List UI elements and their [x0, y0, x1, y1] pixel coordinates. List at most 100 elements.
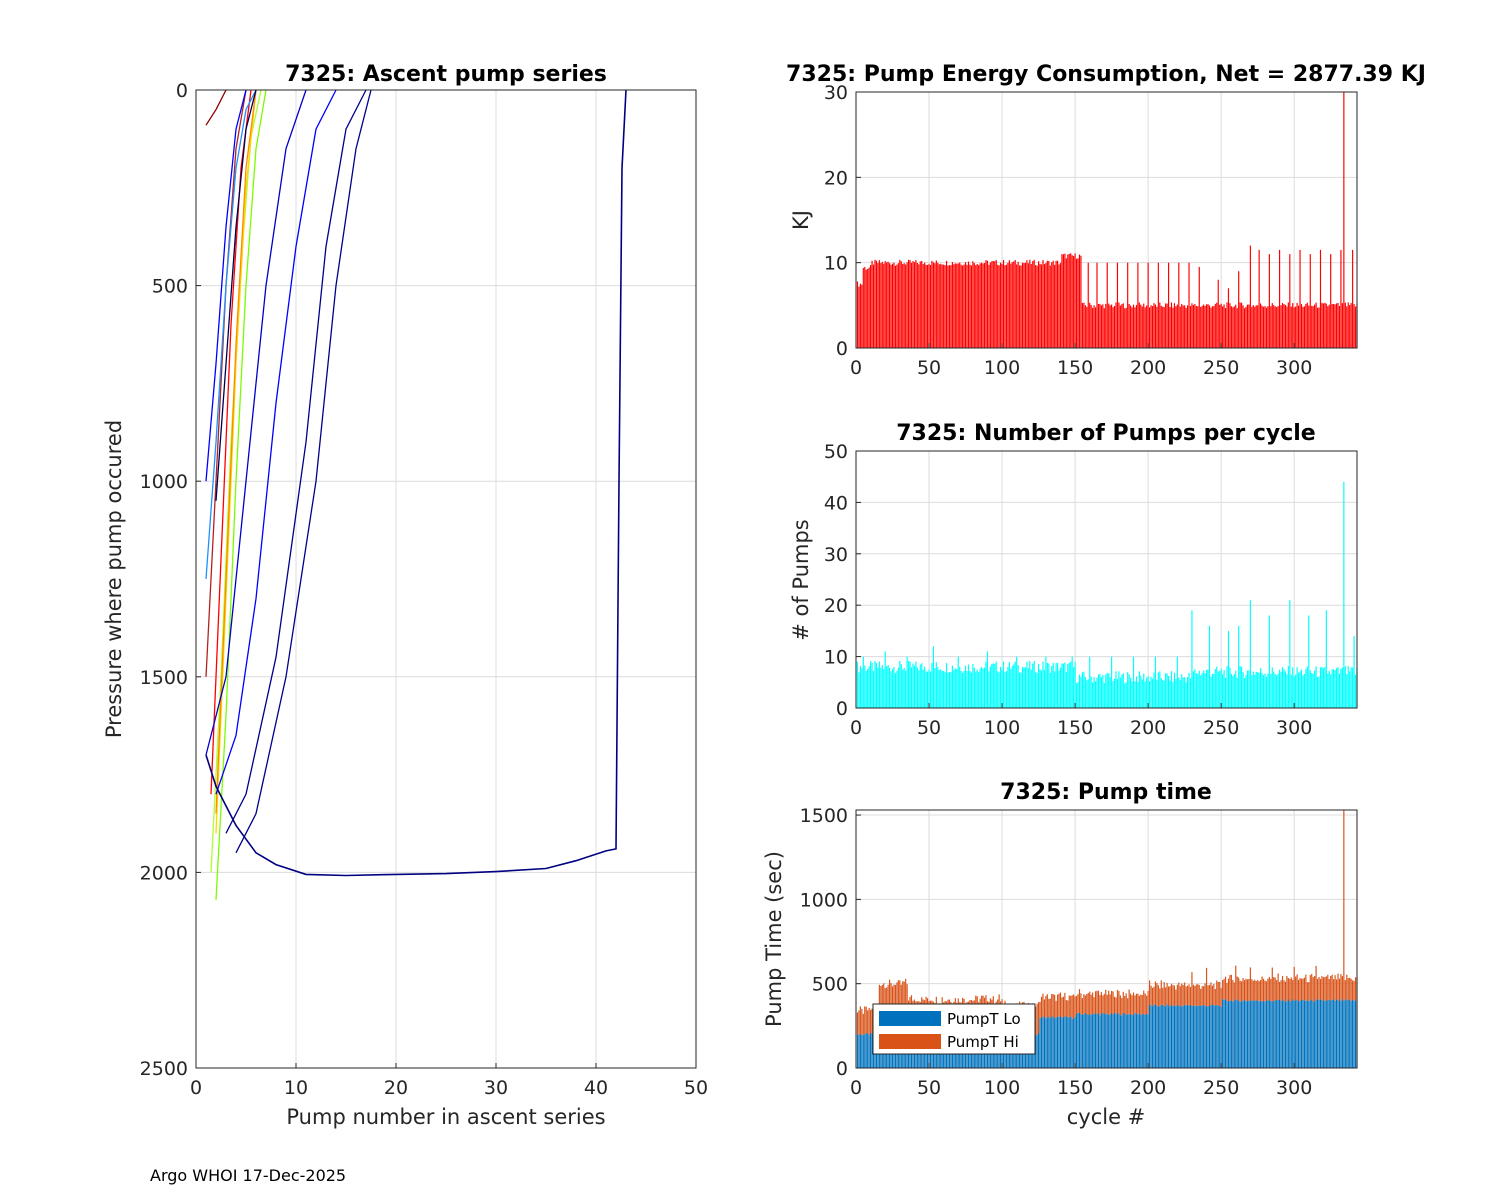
- pumps-bar: [1149, 681, 1151, 708]
- pumptime-hi-bar: [1131, 995, 1133, 1014]
- energy-bar: [1223, 304, 1225, 348]
- pumps-bar: [1293, 676, 1295, 708]
- pumptime-hi-bar: [1306, 982, 1308, 1001]
- energy-bar: [1017, 261, 1019, 348]
- pumptime-lo-bar: [1344, 1000, 1346, 1068]
- pumps-bar: [865, 671, 867, 708]
- pumptime-lo-bar: [1335, 999, 1338, 1068]
- pumptime-hi-bar: [1115, 997, 1117, 1015]
- pumptime-lo-bar: [1156, 1005, 1158, 1068]
- pumptime-lo-bar: [1146, 1013, 1148, 1068]
- pumps-bar: [1286, 674, 1288, 708]
- energy-bar: [1300, 304, 1303, 348]
- pumptime-lo-bar: [1166, 1004, 1168, 1068]
- pumptime-hi-bar: [1353, 980, 1355, 1001]
- pumps-bar: [874, 660, 876, 708]
- pumptime-lo-bar: [861, 1035, 863, 1068]
- pumps-bar: [868, 666, 870, 708]
- pumps-bar: [1153, 672, 1155, 708]
- pumps-bar: [991, 663, 993, 708]
- energy-bar: [979, 263, 981, 348]
- energy-bar: [1274, 306, 1276, 348]
- pumps-bar: [861, 668, 863, 708]
- pumps-bar: [1178, 677, 1180, 708]
- pumptime-hi-bar: [1251, 979, 1253, 1001]
- footer-stamp: Argo WHOI 17-Dec-2025: [150, 1166, 347, 1185]
- pumptime-hi-bar: [1080, 993, 1082, 1014]
- pumps-bar: [1347, 666, 1349, 708]
- pumptime-hi-bar: [1344, 980, 1346, 1001]
- energy-bar: [988, 264, 990, 348]
- pumps-bar: [1279, 669, 1281, 708]
- pumptime-lo-bar: [1144, 1014, 1146, 1068]
- pumptime-hi-bar: [1246, 979, 1249, 1002]
- pumps-bar: [1061, 663, 1063, 708]
- energy-bar: [1102, 304, 1104, 348]
- energy-bar: [945, 260, 948, 348]
- energy-bar: [931, 260, 933, 348]
- pumptime-hi-bar: [1049, 998, 1051, 1019]
- pumptime-lo-bar: [1315, 999, 1317, 1068]
- pumptime-hi-bar: [1257, 980, 1259, 1001]
- energy-bar: [862, 268, 864, 348]
- pumps-bar: [884, 651, 886, 708]
- pumptime-lo-bar: [1170, 1005, 1173, 1068]
- pumps-bar: [1040, 670, 1043, 708]
- pumps-bar: [1138, 671, 1140, 708]
- pumptime-hi-bar: [1186, 985, 1189, 1005]
- pumptime-lo-bar: [1140, 1014, 1142, 1068]
- energy-bar: [1086, 306, 1088, 348]
- pumps-bar: [886, 666, 888, 708]
- pumptime-lo-bar: [1226, 1000, 1228, 1068]
- energy-bar: [982, 263, 984, 348]
- pumps-bar: [1211, 673, 1213, 708]
- pumptime-hi-bar: [1065, 1000, 1067, 1017]
- pumps-bar: [1224, 677, 1227, 708]
- pumps-bar: [937, 667, 939, 708]
- pumptime-hi-bar: [1210, 982, 1212, 1005]
- energy-bar: [1005, 264, 1008, 348]
- pumptime-lo-bar: [1340, 999, 1342, 1068]
- energy-bar: [1279, 249, 1281, 348]
- pumps-ytick-label: 30: [824, 544, 848, 566]
- pumps-bar: [1111, 656, 1113, 708]
- energy-bar: [926, 264, 929, 348]
- energy-bar: [1020, 265, 1022, 348]
- energy-bar: [1131, 307, 1133, 348]
- pumptime-lo-bar: [1286, 1001, 1288, 1068]
- pumptime-hi-bar: [1286, 975, 1288, 1002]
- ascent-series-line: [215, 89, 257, 814]
- pumptime-hi-bar: [1270, 978, 1272, 1001]
- pumptime-lo-bar: [1188, 1005, 1190, 1068]
- pumptime-hi-bar: [1175, 989, 1177, 1007]
- pumps-bar: [1179, 679, 1181, 708]
- energy-bar: [1007, 262, 1009, 348]
- pumps-bar: [1068, 662, 1070, 708]
- energy-bar: [1087, 262, 1089, 348]
- pumps-bar: [1341, 667, 1343, 708]
- pumptime-hi-bar: [867, 1010, 869, 1034]
- pumptime-lo-bar: [1338, 1001, 1341, 1068]
- energy-bar: [1128, 304, 1130, 348]
- pumptime-lo-bar: [1290, 1001, 1292, 1068]
- pumptime-lo-bar: [1167, 1006, 1170, 1068]
- pumptime-lo-bar: [1112, 1014, 1114, 1068]
- energy-bar: [1151, 306, 1154, 348]
- pumps-bar: [1112, 681, 1114, 708]
- pumptime-lo-bar: [1353, 1000, 1355, 1068]
- energy-bar: [1163, 307, 1165, 348]
- pumptime-hi-bar: [1308, 982, 1310, 1001]
- ascent-series-line: [205, 89, 247, 482]
- energy-bar: [1297, 305, 1300, 348]
- pumptime-lo-bar: [1308, 1000, 1310, 1068]
- pumps-bar: [1353, 636, 1355, 708]
- pumptime-hi-bar: [1176, 984, 1178, 1005]
- pumptime-lo-bar: [1073, 1018, 1075, 1068]
- energy-bar: [1048, 261, 1050, 348]
- pumptime-lo-bar: [1093, 1013, 1095, 1068]
- energy-bar: [1116, 262, 1119, 348]
- energy-bar: [1103, 308, 1105, 348]
- energy-bar: [1115, 302, 1117, 348]
- pumptime-lo-bar: [1333, 999, 1335, 1068]
